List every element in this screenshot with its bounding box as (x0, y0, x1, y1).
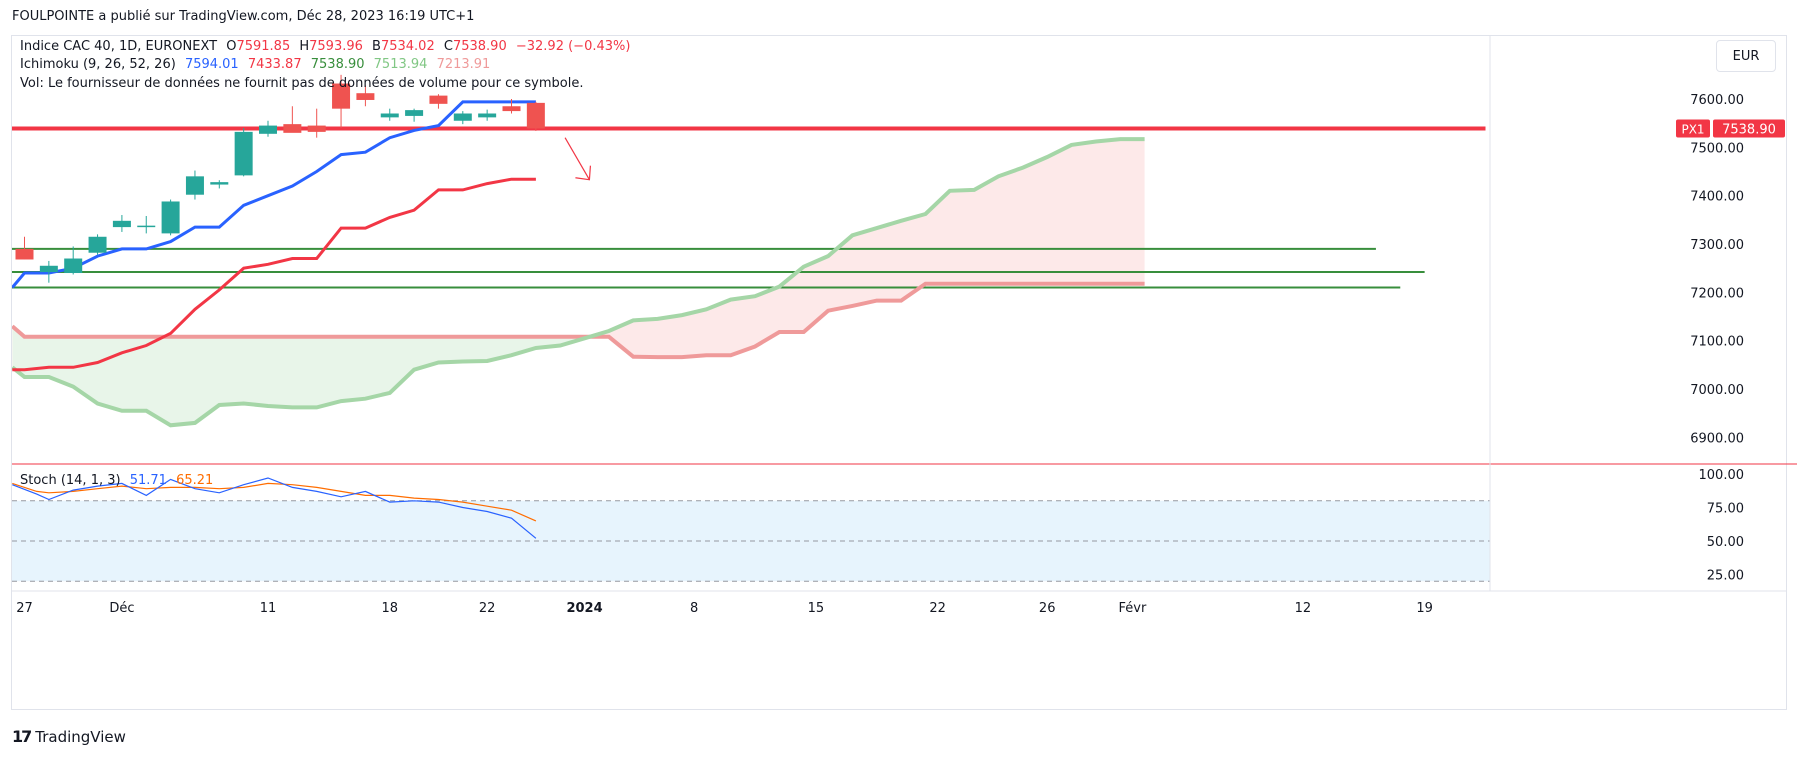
candle-body (15, 248, 34, 260)
senkou-span-a-line (12, 137, 1145, 428)
candle-body (332, 83, 351, 109)
high-label: H (299, 39, 310, 54)
volume-note: Vol: Le fournisseur de données ne fourni… (20, 76, 588, 91)
ichimoku-tenkan-value: 7594.01 (184, 57, 239, 72)
stoch-tick-label: 100.00 (1699, 468, 1745, 483)
senkou-span-b-line (12, 281, 1145, 360)
price-tick-label: 7400.00 (1690, 190, 1744, 205)
candle-body (429, 95, 448, 104)
stoch-k-value: 51.71 (129, 473, 167, 488)
candle-body (112, 220, 131, 228)
price-tick-label: 7600.00 (1690, 93, 1744, 108)
open-value: 7591.85 (236, 39, 291, 54)
time-tick-label: 22 (479, 601, 496, 616)
time-tick-label: 26 (1039, 601, 1056, 616)
time-tick-label: Déc (109, 601, 134, 616)
time-tick-label: 19 (1416, 601, 1433, 616)
publisher-header: FOULPOINTE a publié sur TradingView.com,… (12, 9, 475, 24)
price-tick-label: 7500.00 (1690, 141, 1744, 156)
time-tick-label: 18 (381, 601, 398, 616)
candle-body (137, 225, 156, 228)
price-tag-value: 7538.90 (1722, 123, 1776, 138)
time-tick-label: 8 (690, 601, 698, 616)
symbol-legend: Indice CAC 40, 1D, EURONEXT O7591.85 H75… (20, 39, 635, 54)
arrow-annotation-head (575, 165, 592, 181)
tenkan-sen-line (12, 100, 536, 289)
price-tag-value-bg (1713, 119, 1785, 138)
price-tag-label-bg (1676, 119, 1710, 138)
ichimoku-chikou-value: 7538.90 (310, 57, 365, 72)
candle-body (453, 113, 472, 121)
stoch-tick-label: 50.00 (1707, 535, 1744, 550)
close-label: C (443, 39, 453, 54)
candle-body (380, 113, 399, 118)
candle-body (502, 106, 521, 112)
close-value: 7538.90 (452, 39, 507, 54)
price-tick-label: 6900.00 (1690, 431, 1744, 446)
stoch-legend[interactable]: Stoch (14, 1, 3) 51.71 65.21 (20, 473, 218, 488)
low-label: B (372, 39, 381, 54)
candle-body (283, 124, 302, 133)
stoch-tick-label: 25.00 (1707, 569, 1744, 584)
time-tick-label: 11 (260, 601, 277, 616)
candle-body (307, 125, 326, 132)
candle-body (405, 110, 424, 116)
price-tick-label: 7200.00 (1690, 286, 1744, 301)
time-tick-label: 2024 (566, 601, 602, 616)
tradingview-logo-icon: 17 (12, 727, 32, 746)
ichimoku-kijun-value: 7433.87 (247, 57, 302, 72)
stoch-label: Stoch (14, 1, 3) (20, 473, 121, 488)
chart-frame (11, 35, 1787, 710)
low-value: 7534.02 (380, 39, 435, 54)
stoch-tick-label: 75.00 (1707, 502, 1744, 517)
symbol-name: Indice CAC 40, 1D, EURONEXT (20, 39, 218, 54)
time-tick-label: 12 (1295, 601, 1312, 616)
candle-body (64, 258, 83, 274)
volume-note-text: Vol: Le fournisseur de données ne fourni… (20, 76, 584, 91)
candle-body (210, 182, 229, 185)
time-tick-label: 15 (808, 601, 825, 616)
currency-button[interactable]: EUR (1716, 40, 1776, 72)
price-tick-label: 7000.00 (1690, 383, 1744, 398)
candle-body (526, 102, 545, 129)
high-value: 7593.96 (309, 39, 363, 54)
candle-body (478, 113, 497, 118)
ichimoku-legend[interactable]: Ichimoku (9, 26, 52, 26) 7594.01 7433.87… (20, 57, 495, 72)
stoch-lines (12, 477, 537, 539)
open-label: O (226, 39, 237, 54)
candle-body (234, 131, 253, 176)
currency-label: EUR (1732, 48, 1760, 64)
ichimoku-span-a-value: 7513.94 (373, 57, 428, 72)
time-tick-label: 22 (929, 601, 946, 616)
tradingview-footer[interactable]: 17 TradingView (12, 727, 126, 746)
kijun-sen-line (12, 177, 536, 372)
stoch-d-line (12, 482, 537, 522)
stoch-k-line (12, 477, 537, 539)
time-tick-label: 27 (16, 601, 33, 616)
arrow-annotation-shaft (564, 137, 590, 181)
change-value: −32.92 (−0.43%) (515, 39, 631, 54)
price-tick-label: 7300.00 (1690, 238, 1744, 253)
candle-body (88, 236, 107, 253)
time-tick-label: Févr (1119, 601, 1147, 616)
candle-body (161, 201, 180, 234)
candle-body (185, 176, 204, 195)
candle-body (356, 93, 375, 100)
price-tick-label: 7100.00 (1690, 335, 1744, 350)
candle-body (259, 125, 277, 134)
ichimoku-span-b-value: 7213.91 (436, 57, 491, 72)
ichimoku-label: Ichimoku (9, 26, 52, 26) (20, 57, 176, 72)
stoch-d-value: 65.21 (176, 473, 214, 488)
tradingview-brand: TradingView (35, 727, 126, 746)
candle-body (39, 265, 58, 273)
price-tag-label: PX1 (1681, 123, 1704, 137)
